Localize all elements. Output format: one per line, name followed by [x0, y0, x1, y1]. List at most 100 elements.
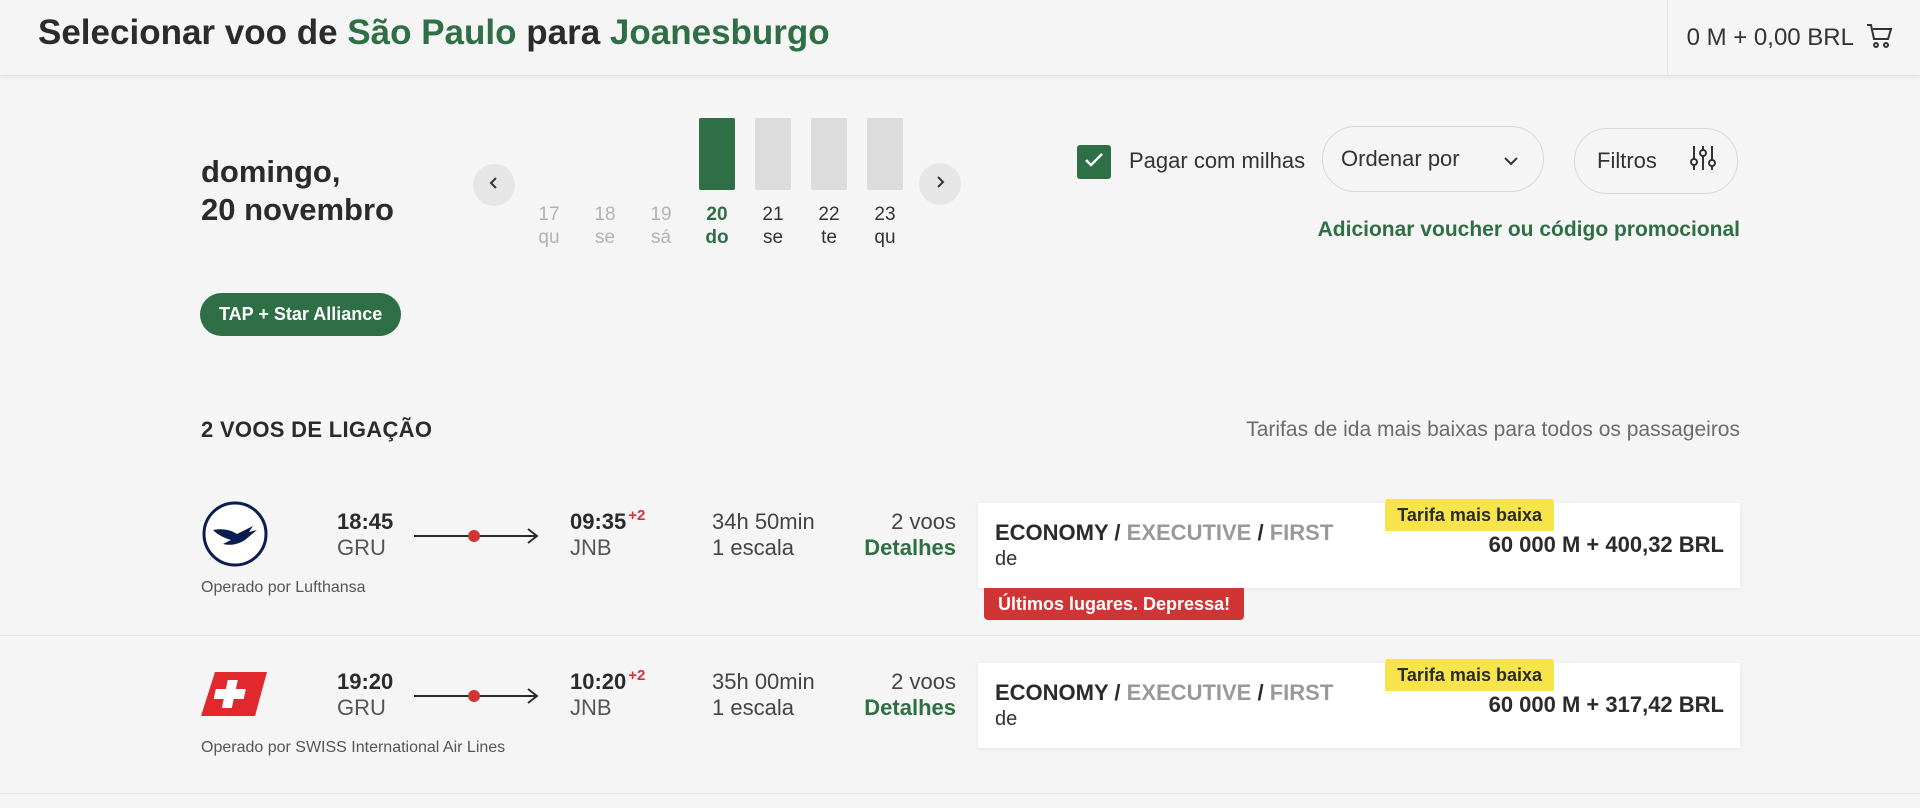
chevron-right-icon: [934, 175, 946, 194]
date-option-20[interactable]: 20 do: [699, 118, 735, 250]
add-voucher-link[interactable]: Adicionar voucher ou código promocional: [1317, 218, 1740, 241]
date-number: 18: [594, 204, 616, 225]
flight-row: Operado por Lufthansa 18:45 GRU 09:35 +2 …: [0, 475, 1920, 635]
date-option-23[interactable]: 23 qu: [867, 118, 903, 250]
pay-with-miles-label[interactable]: Pagar com milhas: [1129, 148, 1306, 173]
fare-card[interactable]: Tarifa mais baixa ECONOMY / EXECUTIVE / …: [978, 499, 1740, 588]
details-link[interactable]: Detalhes: [864, 535, 956, 560]
row-divider: [0, 635, 1920, 636]
flight-duration: 35h 00min: [712, 669, 815, 694]
stop-dot-icon: [468, 690, 480, 702]
date-number: 21: [762, 204, 784, 225]
class-economy: ECONOMY: [995, 520, 1109, 545]
flight-stops: 1 escala: [712, 695, 794, 720]
last-seats-alert: Últimos lugares. Depressa!: [984, 588, 1245, 620]
lowest-fare-badge: Tarifa mais baixa: [1385, 659, 1554, 691]
date-number: 23: [874, 204, 896, 225]
departure-info: 18:45 GRU: [337, 509, 393, 561]
chevron-down-icon: [1503, 146, 1519, 172]
date-option-17[interactable]: 17 qu: [531, 118, 567, 250]
fare-from-label: de: [995, 548, 1018, 570]
route-line: [414, 686, 542, 706]
duration-info: 34h 50min 1 escala: [712, 509, 815, 561]
title-prefix: Selecionar voo de: [38, 13, 338, 52]
filters-button[interactable]: Filtros: [1574, 128, 1738, 194]
origin-city: São Paulo: [347, 13, 517, 52]
selected-date-weekday: domingo,: [201, 154, 341, 189]
class-economy: ECONOMY: [995, 680, 1109, 705]
fare-from-label: de: [995, 708, 1018, 730]
cart-button[interactable]: 0 M + 0,00 BRL: [1667, 0, 1920, 76]
segments-info: 2 voos Detalhes: [864, 509, 956, 561]
route-line: [414, 526, 542, 546]
swiss-logo-icon: [201, 660, 269, 728]
operated-by: Operado por Lufthansa: [201, 579, 366, 596]
duration-info: 35h 00min 1 escala: [712, 669, 815, 721]
class-first: FIRST: [1269, 520, 1334, 545]
date-weekday: te: [821, 227, 837, 248]
class-executive: EXECUTIVE: [1126, 680, 1252, 705]
segments-count: 2 voos: [891, 509, 956, 534]
checkmark-icon: [1084, 152, 1104, 173]
date-bar: [867, 118, 903, 190]
date-option-18[interactable]: 18 se: [587, 118, 623, 250]
sliders-icon: [1689, 144, 1717, 178]
segments-count: 2 voos: [891, 669, 956, 694]
cart-icon: [1866, 23, 1894, 54]
date-bar: [755, 118, 791, 190]
class-first: FIRST: [1269, 680, 1334, 705]
row-divider: [0, 793, 1920, 794]
departure-airport: GRU: [337, 695, 386, 720]
fare-card[interactable]: Tarifa mais baixa ECONOMY / EXECUTIVE / …: [978, 659, 1740, 748]
date-option-22[interactable]: 22 te: [811, 118, 847, 250]
arrival-airport: JNB: [570, 535, 612, 560]
fare-classes: ECONOMY / EXECUTIVE / FIRST: [995, 520, 1334, 545]
next-dates-button[interactable]: [919, 163, 961, 205]
operated-by: Operado por SWISS International Air Line…: [201, 739, 506, 756]
page-header: Selecionar voo de São Paulo para Joanesb…: [0, 0, 1920, 76]
sort-dropdown[interactable]: Ordenar por: [1322, 126, 1544, 192]
segments-info: 2 voos Detalhes: [864, 669, 956, 721]
day-offset: +2: [628, 667, 646, 684]
date-number: 20: [706, 204, 728, 225]
arrival-time: 09:35 +2: [570, 507, 646, 534]
previous-dates-button[interactable]: [473, 164, 515, 206]
date-option-21[interactable]: 21 se: [755, 118, 791, 250]
filters-label: Filtros: [1597, 148, 1657, 173]
lufthansa-logo-icon: [201, 500, 269, 568]
departure-time: 19:20: [337, 669, 394, 694]
flight-duration: 34h 50min: [712, 509, 815, 534]
details-link[interactable]: Detalhes: [864, 695, 956, 720]
pay-with-miles-checkbox[interactable]: [1077, 145, 1111, 179]
date-weekday: se: [762, 227, 784, 248]
fare-price: 60 000 M + 400,32 BRL: [1488, 532, 1724, 557]
alliance-badge: TAP + Star Alliance: [200, 293, 402, 336]
arrival-airport: JNB: [570, 695, 612, 720]
selected-date-heading: domingo, 20 novembro: [201, 153, 394, 229]
flight-stops: 1 escala: [712, 535, 794, 560]
sort-label: Ordenar por: [1341, 146, 1460, 171]
fare-price: 60 000 M + 317,42 BRL: [1488, 692, 1724, 717]
selected-date-day: 20 novembro: [201, 192, 394, 227]
destination-city: Joanesburgo: [609, 13, 830, 52]
arrival-time: 10:20 +2: [570, 667, 646, 694]
lowest-fare-badge: Tarifa mais baixa: [1385, 499, 1554, 531]
arrival-info: 10:20 +2 JNB: [570, 667, 646, 721]
date-weekday: do: [705, 227, 729, 248]
date-bar: [811, 118, 847, 190]
date-weekday: qu: [538, 227, 560, 248]
date-bar: [699, 118, 735, 190]
page-title: Selecionar voo de São Paulo para Joanesb…: [38, 13, 830, 53]
class-executive: EXECUTIVE: [1126, 520, 1252, 545]
date-weekday: se: [594, 227, 616, 248]
date-number: 19: [650, 204, 672, 225]
departure-time: 18:45: [337, 509, 394, 534]
date-weekday: qu: [874, 227, 896, 248]
title-connector: para: [526, 13, 601, 52]
date-option-19[interactable]: 19 sá: [643, 118, 679, 250]
date-number: 22: [818, 204, 840, 225]
fares-note: Tarifas de ida mais baixas para todos os…: [1246, 418, 1740, 441]
flight-row: Operado por SWISS International Air Line…: [0, 635, 1920, 795]
arrival-info: 09:35 +2 JNB: [570, 507, 646, 561]
departure-airport: GRU: [337, 535, 386, 560]
